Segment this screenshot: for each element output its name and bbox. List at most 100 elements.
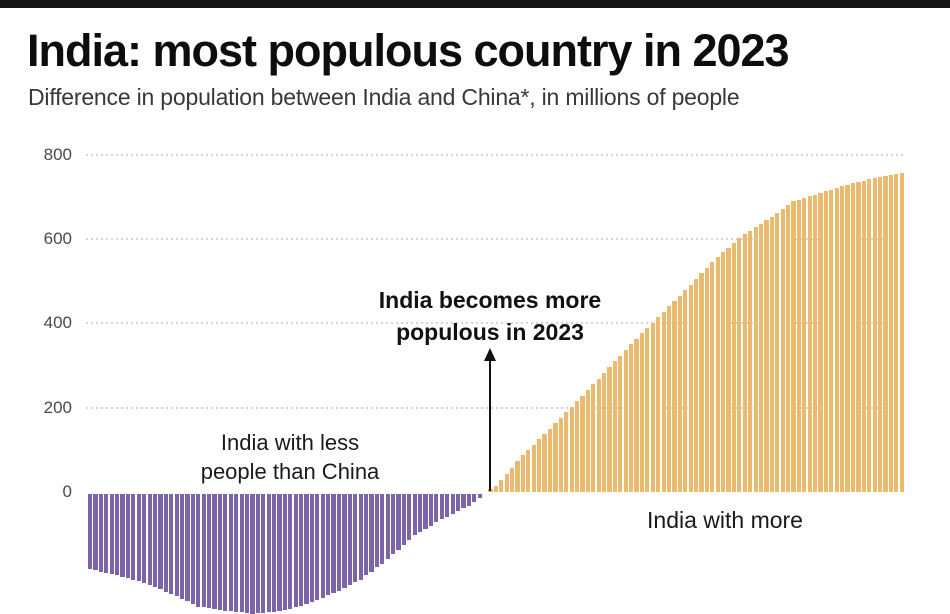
bar-india-more bbox=[758, 223, 764, 492]
gridline-400 bbox=[86, 322, 906, 324]
bar-india-less bbox=[282, 494, 287, 610]
gridline-800 bbox=[86, 154, 906, 156]
bar-india-less bbox=[412, 494, 417, 535]
bar-india-less bbox=[174, 494, 179, 597]
bar-india-more bbox=[715, 257, 720, 492]
bar-india-more bbox=[661, 311, 666, 492]
bar-india-less bbox=[358, 494, 363, 580]
y-axis-tick-400: 400 bbox=[43, 313, 72, 332]
bar-india-less bbox=[261, 494, 266, 613]
bar-india-more bbox=[840, 186, 845, 492]
bar-india-less bbox=[277, 494, 282, 612]
bar-india-more bbox=[823, 191, 829, 492]
bar-india-more bbox=[558, 417, 563, 492]
bar-india-less bbox=[439, 494, 444, 520]
bar-india-less bbox=[445, 494, 450, 517]
bar-india-more bbox=[602, 372, 607, 492]
bar-india-more bbox=[585, 390, 590, 492]
bar-india-less bbox=[418, 494, 423, 532]
bar-india-more bbox=[677, 295, 682, 492]
bar-india-more bbox=[883, 176, 888, 492]
bar-india-more bbox=[748, 230, 753, 492]
bar-india-more bbox=[569, 406, 574, 492]
chart-title: India: most populous country in 2023 bbox=[27, 25, 790, 76]
bar-india-more bbox=[564, 412, 569, 492]
bar-india-less bbox=[250, 494, 255, 614]
bar-india-less bbox=[407, 494, 412, 540]
bar-india-less bbox=[288, 494, 293, 609]
bar-india-less bbox=[207, 494, 212, 609]
bar-india-more bbox=[710, 262, 715, 492]
bar-india-less bbox=[104, 494, 109, 573]
label-india-more-region: India with more bbox=[647, 507, 803, 533]
bar-india-less bbox=[271, 494, 277, 612]
bar-india-less bbox=[147, 494, 152, 585]
bar-india-less bbox=[234, 494, 239, 612]
bar-india-less bbox=[169, 494, 174, 594]
bar-india-less bbox=[299, 494, 304, 606]
bar-india-more bbox=[699, 273, 704, 492]
bar-india-more bbox=[499, 479, 504, 492]
bar-india-more bbox=[791, 201, 796, 492]
bar-india-less bbox=[461, 494, 466, 509]
bar-india-more bbox=[683, 290, 688, 492]
bar-india-less bbox=[390, 494, 396, 555]
crossover-arrow-line bbox=[489, 358, 491, 491]
bar-india-more bbox=[721, 252, 726, 492]
bar-india-more bbox=[656, 317, 661, 492]
bar-india-more bbox=[764, 220, 769, 492]
bar-india-more bbox=[574, 401, 580, 492]
gridline-200 bbox=[86, 407, 906, 409]
bar-india-less bbox=[385, 494, 390, 560]
bar-india-more bbox=[688, 284, 693, 492]
bar-india-less bbox=[315, 494, 320, 600]
bar-india-more bbox=[888, 175, 893, 492]
label-india-less-region: India with less people than China bbox=[200, 430, 380, 484]
bar-india-more bbox=[623, 350, 628, 492]
gridline-600 bbox=[86, 238, 906, 240]
bar-india-more bbox=[867, 179, 872, 492]
bar-india-more bbox=[737, 237, 742, 492]
bar-india-more bbox=[542, 434, 547, 492]
bar-india-less bbox=[223, 494, 228, 611]
bar-india-less bbox=[163, 494, 168, 592]
bar-india-more bbox=[634, 338, 639, 492]
bar-india-less bbox=[142, 494, 147, 583]
bar-india-more bbox=[899, 173, 904, 492]
bar-india-more bbox=[726, 247, 731, 492]
bar-india-less bbox=[304, 494, 309, 605]
bar-india-less bbox=[217, 494, 223, 610]
bar-india-less bbox=[347, 494, 352, 585]
bar-india-more bbox=[780, 208, 785, 492]
arrow-up-icon bbox=[484, 348, 496, 361]
bar-india-more bbox=[526, 449, 531, 492]
bar-india-less bbox=[196, 494, 201, 607]
bar-india-more bbox=[607, 366, 612, 492]
bar-india-more bbox=[845, 184, 850, 492]
bar-india-less bbox=[266, 494, 271, 612]
bar-india-more bbox=[872, 178, 877, 492]
bar-india-more bbox=[629, 344, 634, 492]
bar-india-more bbox=[861, 180, 866, 492]
bar-india-less bbox=[336, 494, 342, 591]
y-axis-tick-600: 600 bbox=[43, 229, 72, 248]
bar-india-less bbox=[401, 494, 406, 545]
bar-india-less bbox=[228, 494, 233, 612]
bar-india-more bbox=[693, 279, 699, 492]
chart-subtitle: Difference in population between India a… bbox=[28, 84, 740, 110]
bar-india-less bbox=[212, 494, 217, 609]
bar-india-more bbox=[769, 216, 774, 492]
bar-india-less bbox=[320, 494, 325, 598]
bar-india-less bbox=[466, 494, 471, 506]
y-axis-tick-0: 0 bbox=[62, 482, 72, 501]
bar-india-more bbox=[537, 439, 542, 492]
bar-india-more bbox=[520, 455, 526, 492]
bar-india-more bbox=[672, 301, 677, 492]
bar-india-less bbox=[374, 494, 379, 568]
bar-india-less bbox=[423, 494, 428, 529]
bar-india-more bbox=[596, 378, 601, 492]
bar-india-more bbox=[802, 198, 807, 492]
bar-india-more bbox=[650, 322, 655, 492]
bar-india-less bbox=[115, 494, 120, 576]
bar-india-more bbox=[639, 333, 645, 492]
